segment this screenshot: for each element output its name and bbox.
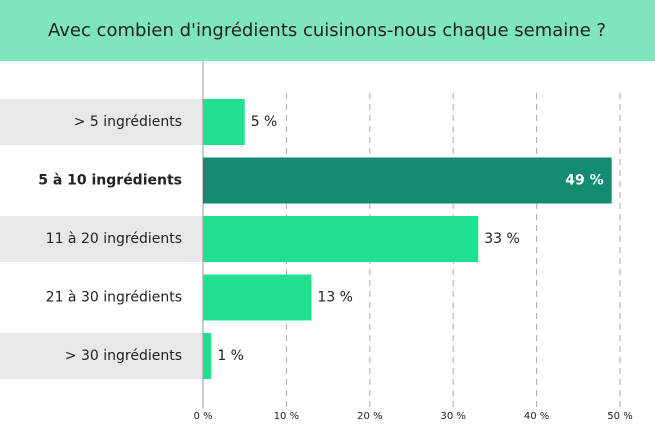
x-tick-label: 30 % <box>440 411 465 422</box>
x-tick-label: 0 % <box>193 411 212 422</box>
value-label: 1 % <box>217 348 244 364</box>
category-label: > 30 ingrédients <box>65 348 182 364</box>
row-background <box>0 99 203 145</box>
x-tick-label: 40 % <box>524 411 549 422</box>
category-label: 21 à 30 ingrédients <box>46 290 182 306</box>
bar <box>203 99 245 145</box>
row-background <box>0 333 203 379</box>
category-label: 11 à 20 ingrédients <box>46 231 182 247</box>
bar <box>203 216 479 262</box>
category-label: 5 à 10 ingrédients <box>38 173 182 189</box>
value-label: 5 % <box>251 114 278 130</box>
x-tick-label: 10 % <box>274 411 299 422</box>
x-tick-label: 50 % <box>607 411 632 422</box>
bar <box>203 333 212 379</box>
value-label: 13 % <box>317 290 353 306</box>
value-label: 33 % <box>484 231 520 247</box>
bar <box>203 157 612 204</box>
bar <box>203 274 312 321</box>
category-label: > 5 ingrédients <box>74 114 182 130</box>
chart-title: Avec combien d'ingrédients cuisinons-nou… <box>48 20 606 41</box>
value-label: 49 % <box>565 173 603 189</box>
row-background <box>0 216 203 262</box>
x-tick-label: 20 % <box>357 411 382 422</box>
title-band <box>0 0 655 61</box>
